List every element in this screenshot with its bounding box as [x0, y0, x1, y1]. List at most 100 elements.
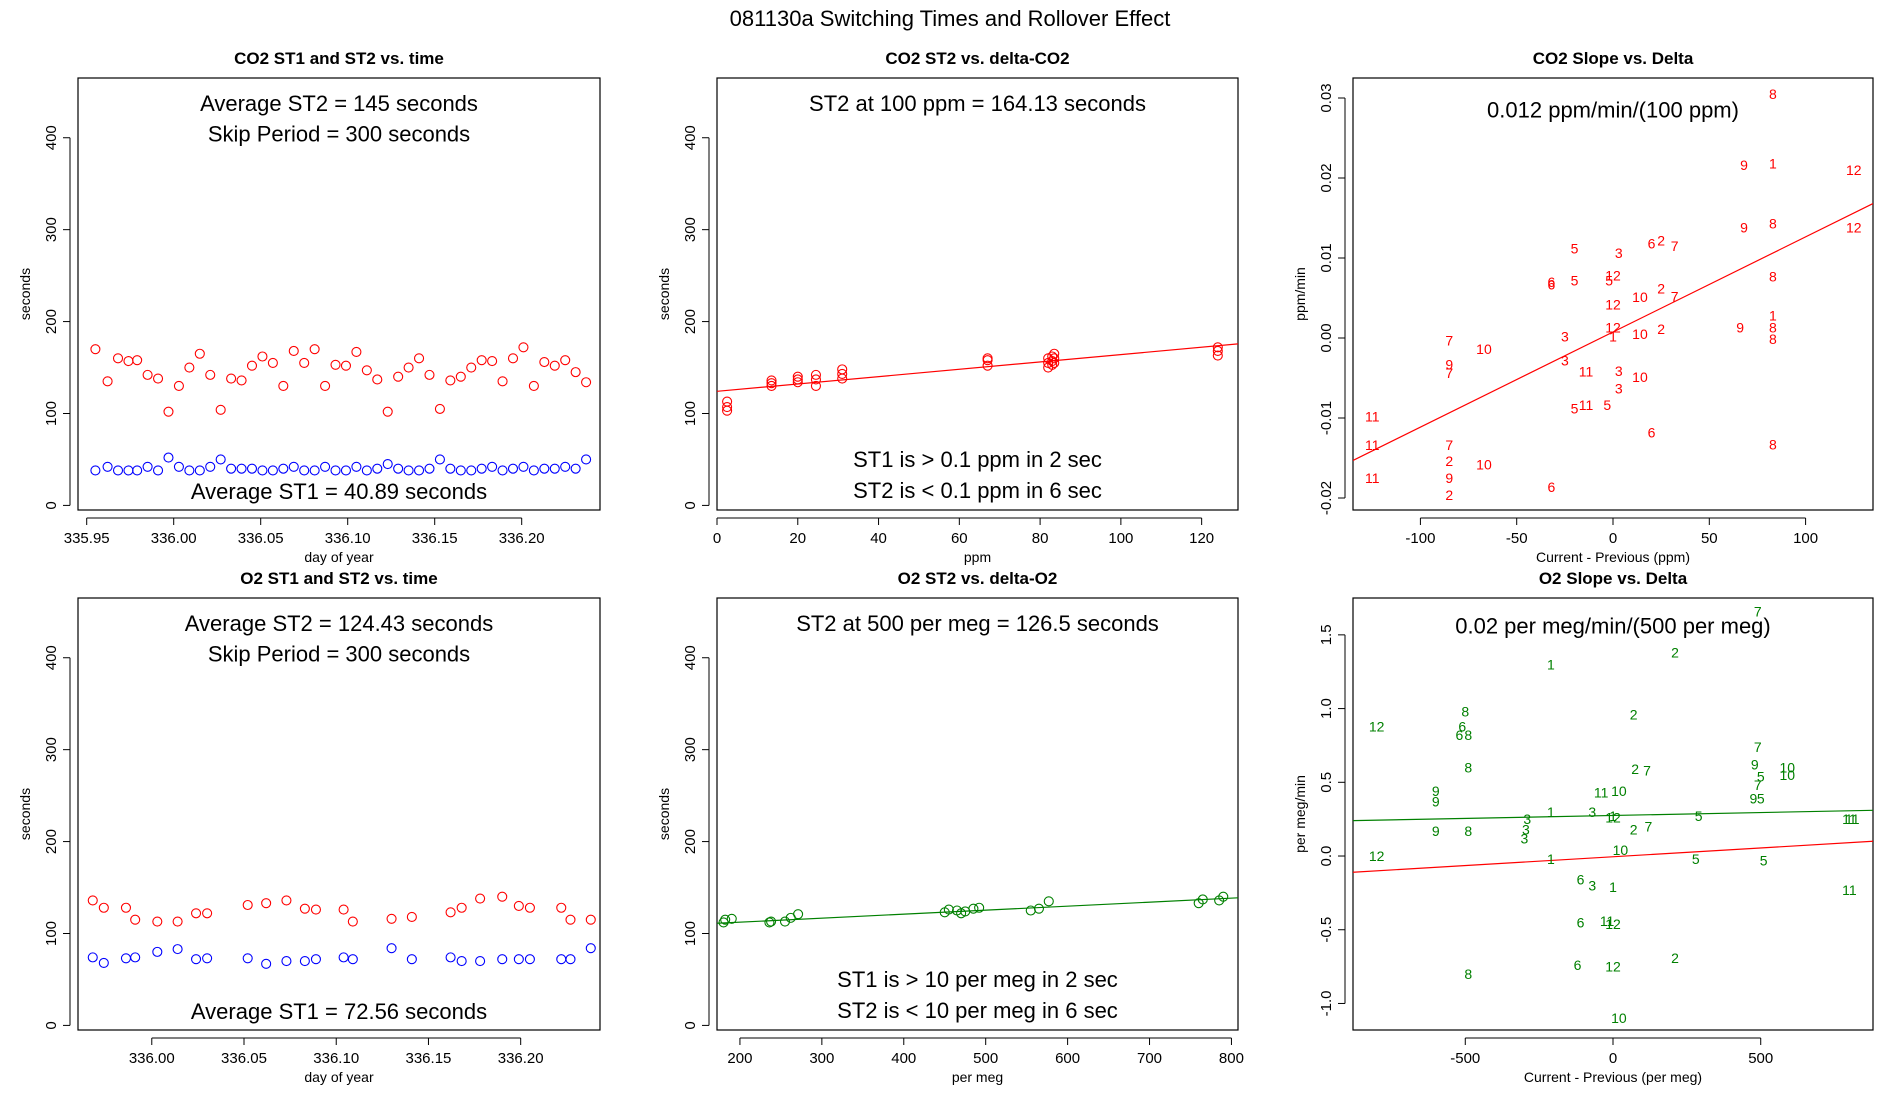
data-point — [560, 461, 571, 472]
data-point — [310, 904, 321, 915]
point-label: 12 — [1846, 162, 1862, 178]
point-label: 5 — [1757, 791, 1765, 807]
data-point — [837, 368, 848, 380]
x-tick-label: -100 — [1405, 530, 1435, 547]
point-label: 2 — [1631, 761, 1639, 777]
chart-title: CO2 Slope vs. Delta — [1533, 49, 1694, 68]
data-point — [726, 913, 737, 924]
y-axis-label: per meg/min — [1292, 775, 1308, 853]
x-tick-label: 335.95 — [64, 530, 110, 547]
data-point — [190, 954, 202, 965]
point-label: 3 — [1520, 830, 1528, 846]
point-label: 11 — [1365, 437, 1380, 453]
data-point — [112, 353, 124, 364]
point-label: 7 — [1643, 763, 1651, 779]
fit-line — [1353, 203, 1873, 461]
data-point — [205, 369, 216, 380]
data-point — [445, 375, 456, 386]
point-label: 7 — [1754, 603, 1762, 619]
point-label: 10 — [1632, 289, 1648, 305]
point-label: 2 — [1630, 821, 1638, 837]
point-label: 11 — [1845, 811, 1860, 827]
data-point — [236, 463, 247, 474]
data-point — [1047, 359, 1058, 370]
y-tick-label: 0 — [43, 1021, 60, 1029]
point-label: 11 — [1579, 364, 1594, 380]
point-label: 8 — [1769, 331, 1777, 347]
series-blue — [87, 943, 596, 969]
data-point — [257, 351, 268, 362]
point-label: 11 — [1842, 882, 1857, 898]
point-label: 12 — [1605, 959, 1621, 975]
data-point — [466, 465, 477, 476]
x-tick-label: 336.10 — [313, 1050, 359, 1067]
point-label: 10 — [1613, 842, 1629, 858]
data-point — [456, 902, 467, 913]
y-tick-label: 0.02 — [1318, 163, 1335, 192]
y-tick-label: 300 — [682, 737, 699, 762]
plot-frame — [1352, 77, 1874, 511]
y-tick-label: 400 — [682, 125, 699, 150]
point-label: 9 — [1432, 793, 1440, 809]
fit-line — [717, 343, 1238, 392]
data-point — [413, 465, 425, 476]
point-label: 8 — [1464, 966, 1472, 982]
data-point — [386, 913, 397, 924]
data-point — [152, 373, 164, 384]
data-point — [340, 360, 352, 371]
data-point — [549, 360, 560, 371]
point-label: 1 — [1769, 156, 1777, 172]
x-tick-label: 400 — [891, 1050, 916, 1067]
data-point — [1218, 891, 1229, 902]
data-point — [718, 917, 729, 928]
data-point — [267, 357, 278, 368]
point-label: 5 — [1695, 808, 1703, 824]
data-point — [403, 362, 414, 373]
y-axis: -0.02 -0.01 0.00 0.01 0.02 0.03 ppm/min — [1292, 83, 1346, 515]
data-point — [497, 376, 508, 387]
point-label: 6 — [1574, 957, 1582, 973]
point-label: 6 — [1577, 872, 1585, 888]
data-point — [90, 465, 101, 476]
y-tick-label: 0.00 — [1318, 323, 1335, 352]
point-label: 2 — [1630, 706, 1638, 722]
data-point — [347, 916, 358, 927]
chart-co2-time: CO2 ST1 and ST2 vs. time 335.95 336.00 336.… — [17, 49, 601, 565]
data-point — [361, 365, 372, 376]
data-point — [487, 461, 498, 472]
data-point — [518, 461, 529, 472]
data-point — [382, 458, 393, 470]
series-red — [90, 342, 592, 417]
point-label: 9 — [1432, 783, 1440, 799]
point-label: 1 — [1609, 879, 1617, 895]
data-point — [722, 396, 733, 407]
point-label: 9 — [1432, 823, 1440, 839]
annotation: Average ST1 = 40.89 seconds — [191, 479, 487, 504]
point-label: 1 — [1609, 328, 1617, 344]
point-label: 7 — [1445, 437, 1453, 453]
data-region — [717, 342, 1238, 416]
data-point — [172, 944, 183, 955]
point-label: 9 — [1445, 356, 1453, 372]
series-red — [87, 891, 596, 927]
x-tick-label: 336.05 — [221, 1050, 267, 1067]
chart-title: CO2 ST2 vs. delta-CO2 — [885, 49, 1069, 68]
data-point — [1212, 350, 1223, 361]
data-point — [720, 914, 731, 925]
data-point — [475, 893, 486, 904]
data-point — [163, 452, 174, 463]
data-point — [309, 465, 320, 476]
data-point — [386, 943, 397, 954]
point-label: 3 — [1523, 811, 1531, 827]
series-green — [718, 891, 1229, 928]
x-tick-label: 300 — [809, 1050, 834, 1067]
data-point — [309, 344, 320, 355]
point-label: 6 — [1547, 276, 1555, 292]
point-label: 1 — [1609, 808, 1617, 824]
data-region — [90, 342, 592, 476]
data-point — [810, 374, 821, 385]
data-point — [173, 461, 184, 472]
data-point — [338, 952, 349, 963]
point-label: 11 — [1365, 470, 1380, 486]
